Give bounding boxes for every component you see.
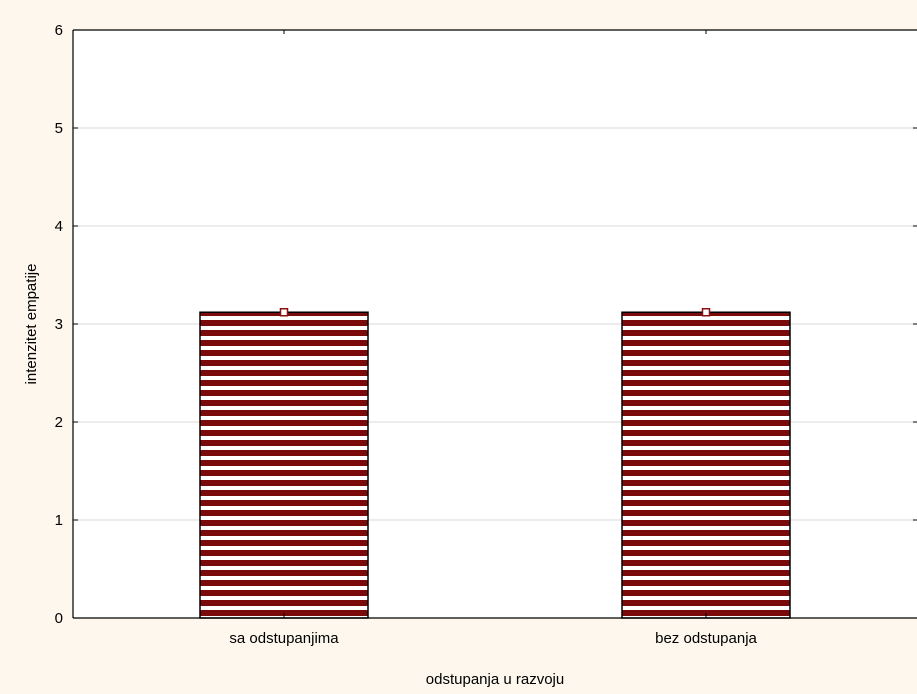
x-tick-label: sa odstupanjima [229, 630, 339, 647]
y-tick-label: 6 [55, 22, 63, 39]
y-ticks: 0 1 2 3 4 5 6 [55, 22, 917, 627]
x-ticks: sa odstupanjima bez odstupanja [229, 30, 758, 647]
y-tick-label: 4 [55, 218, 63, 235]
x-axis-title: odstupanja u razvoju [426, 671, 564, 688]
bars [199, 307, 791, 619]
mean-marker [279, 307, 289, 317]
bar [621, 311, 791, 619]
bar [199, 311, 369, 619]
y-tick-label: 0 [55, 610, 63, 627]
y-axis-title: intenzitet empatije [23, 264, 40, 385]
y-tick-label: 3 [55, 316, 63, 333]
y-tick-label: 2 [55, 414, 63, 431]
y-tick-label: 5 [55, 120, 63, 137]
mean-marker [701, 307, 711, 317]
y-tick-label: 1 [55, 512, 63, 529]
x-tick-label: bez odstupanja [655, 630, 757, 647]
